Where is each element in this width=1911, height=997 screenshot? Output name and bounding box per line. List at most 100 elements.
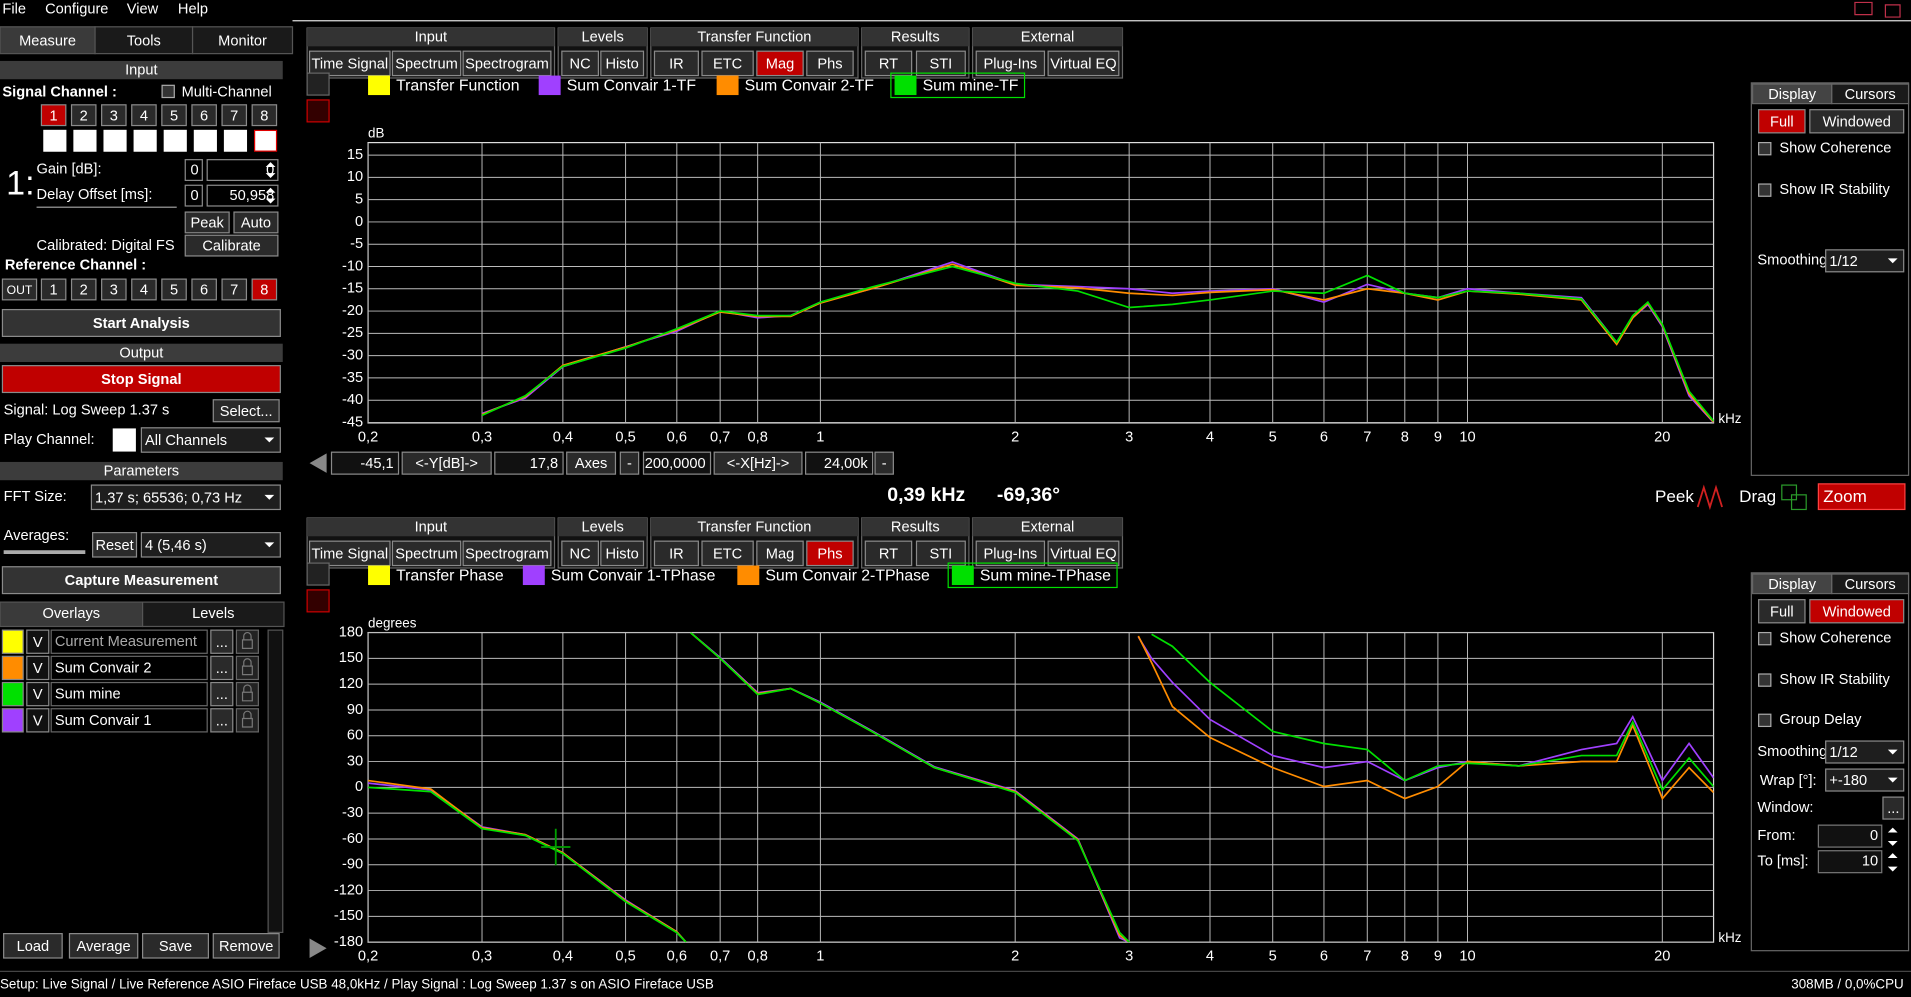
peek-label[interactable]: Peek — [1655, 487, 1694, 506]
channel-color[interactable] — [223, 129, 248, 152]
button-label[interactable]: ETC — [713, 56, 742, 72]
label[interactable]: Show Coherence — [1779, 631, 1891, 647]
legend-label[interactable]: Sum Convair 1-TPhase — [551, 568, 716, 585]
lock-button[interactable] — [235, 629, 259, 654]
channel-color[interactable] — [112, 428, 136, 452]
button-label[interactable]: Start Analysis — [93, 316, 190, 332]
button-label[interactable]: 1 — [50, 283, 58, 299]
button[interactable] — [1882, 796, 1905, 820]
label[interactable]: 0 — [191, 162, 199, 178]
channel-color[interactable] — [103, 129, 127, 152]
button[interactable] — [161, 278, 187, 301]
channel-color[interactable] — [73, 129, 97, 152]
tab[interactable] — [1831, 83, 1910, 105]
button-label[interactable]: Phs — [817, 56, 842, 72]
button-label[interactable]: Full — [1770, 114, 1794, 130]
channel-color[interactable] — [43, 129, 67, 152]
overlay-name-field[interactable] — [50, 655, 208, 681]
dropdown[interactable] — [140, 427, 281, 453]
tab-label[interactable]: Display — [1768, 87, 1817, 103]
overlay-name-field[interactable] — [50, 708, 208, 733]
button-label[interactable]: STI — [930, 546, 953, 562]
button-label[interactable]: Plug-Ins — [984, 546, 1038, 562]
button[interactable] — [251, 104, 278, 127]
label[interactable]: 0 — [1870, 828, 1878, 844]
checkbox[interactable] — [161, 84, 175, 99]
tab[interactable] — [191, 26, 294, 55]
input-field[interactable] — [184, 184, 203, 207]
button-label[interactable]: Phs — [817, 546, 842, 562]
menu-item[interactable]: View — [127, 2, 159, 18]
input-field[interactable] — [1817, 850, 1883, 874]
button[interactable] — [212, 933, 280, 959]
button-label[interactable]: NC — [570, 546, 591, 562]
button[interactable] — [915, 50, 966, 77]
button-label[interactable]: Calibrate — [202, 239, 260, 255]
button[interactable] — [210, 708, 234, 733]
button-label[interactable]: Save — [159, 939, 192, 955]
zoom-label[interactable]: Zoom — [1823, 487, 1867, 506]
channel-color[interactable] — [193, 129, 217, 152]
input-field[interactable] — [206, 159, 279, 181]
button-label[interactable]: Reset — [95, 538, 133, 554]
label[interactable]: 50,958 — [230, 188, 275, 204]
legend-label[interactable]: Transfer Phase — [396, 568, 504, 585]
legend-label[interactable]: Sum Convair 2-TPhase — [765, 568, 930, 585]
zoom-button[interactable] — [1817, 483, 1906, 511]
label[interactable]: Sum mine — [55, 687, 121, 703]
checkbox[interactable] — [1758, 631, 1772, 646]
channel-color[interactable] — [253, 129, 278, 152]
button[interactable] — [975, 540, 1046, 567]
button[interactable] — [1, 566, 281, 595]
button[interactable] — [462, 540, 552, 567]
overlay-color[interactable] — [1, 708, 24, 733]
button-label[interactable]: V — [33, 687, 43, 703]
button[interactable] — [701, 540, 754, 567]
button[interactable] — [221, 104, 248, 127]
legend-label[interactable]: Transfer Function — [396, 78, 519, 95]
button-label[interactable]: Load — [17, 939, 50, 955]
button-label[interactable]: 24,00k — [824, 456, 869, 472]
button-label[interactable]: 2 — [80, 108, 88, 124]
button[interactable] — [191, 278, 217, 301]
button[interactable] — [191, 104, 217, 127]
button[interactable] — [874, 451, 894, 475]
button[interactable] — [864, 540, 913, 567]
button[interactable] — [308, 540, 391, 567]
tab-label[interactable]: Monitor — [218, 33, 267, 49]
label[interactable]: Current Measurement — [55, 634, 197, 650]
tab[interactable] — [0, 26, 96, 55]
label[interactable]: Sum Convair 2 — [55, 660, 152, 676]
button[interactable] — [566, 451, 617, 475]
button-label[interactable]: RT — [879, 56, 898, 72]
button-label[interactable]: 5 — [170, 283, 178, 299]
button[interactable] — [915, 540, 966, 567]
button[interactable] — [68, 933, 139, 959]
button-label[interactable]: V — [33, 635, 43, 651]
overlay-color[interactable] — [1, 629, 24, 654]
button[interactable] — [1, 278, 38, 301]
overlay-color[interactable] — [1, 655, 24, 681]
button[interactable] — [864, 50, 913, 77]
zoom-icon[interactable] — [306, 99, 330, 123]
button[interactable] — [1, 365, 281, 394]
button-label[interactable]: 17,8 — [530, 456, 558, 472]
button[interactable] — [26, 655, 50, 681]
button[interactable] — [1809, 109, 1905, 134]
tab-label[interactable]: Levels — [192, 606, 234, 622]
dropdown[interactable] — [140, 532, 281, 558]
button-label[interactable]: 8 — [260, 283, 268, 299]
tab-label[interactable]: Cursors — [1845, 87, 1896, 103]
button[interactable] — [40, 278, 67, 301]
checkbox[interactable] — [1758, 141, 1772, 156]
button-label[interactable]: V — [33, 661, 43, 677]
lock-button[interactable] — [235, 655, 259, 681]
label[interactable]: Group Delay — [1779, 712, 1862, 728]
legend-label[interactable]: Sum Convair 2-TF — [745, 78, 875, 95]
button[interactable] — [756, 540, 804, 567]
button-label[interactable]: Average — [77, 939, 131, 955]
overlay-name-field[interactable] — [50, 629, 208, 654]
button-label[interactable]: Capture Measurement — [65, 573, 219, 589]
button[interactable] — [561, 540, 600, 567]
tab-label[interactable]: Display — [1768, 577, 1817, 593]
